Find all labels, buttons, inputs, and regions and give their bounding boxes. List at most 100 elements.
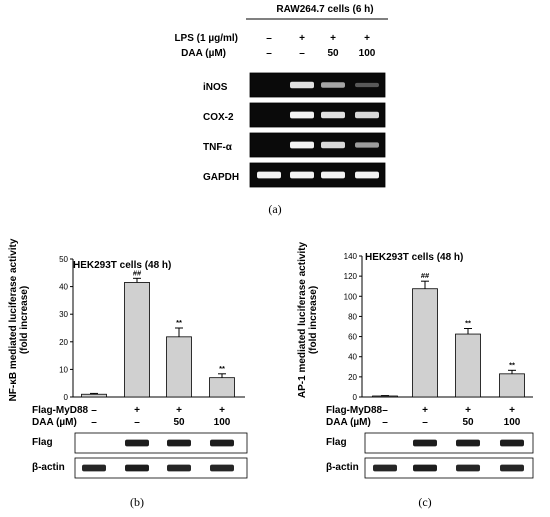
panel-b-flag-1: – — [91, 405, 97, 416]
panel-a-gene-gapdh: GAPDH — [203, 172, 239, 183]
panel-a-lps-4: + — [364, 33, 370, 44]
panel-b-flag-3: + — [176, 405, 182, 416]
panel-c-significance: ** — [465, 319, 471, 328]
panel-a-gel-row-band — [355, 142, 379, 148]
panel-c-y-tick-label: 100 — [344, 292, 358, 301]
panel-b-bar — [124, 282, 150, 398]
panel-b-bar — [166, 336, 192, 398]
panel-c: AP-1 mediated luciferase activity (fold … — [297, 241, 534, 509]
panel-b-daa-4: 100 — [214, 417, 231, 428]
panel-b-flag-2: + — [134, 405, 140, 416]
panel-c-bar — [455, 333, 481, 398]
panel-b-flag-4: + — [219, 405, 225, 416]
panel-b-blot-row-band — [125, 464, 149, 472]
panel-c-blot-row-band — [456, 464, 480, 472]
panel-c-blot-row-band — [500, 464, 524, 472]
panel-c-daa-2: – — [422, 417, 428, 428]
panel-c-daa-label: DAA (µM) — [326, 417, 371, 428]
panel-a-daa-label: DAA (µM) — [181, 48, 226, 59]
panel-c-y-tick-label: 120 — [344, 272, 358, 281]
panel-a-gel-row-band — [321, 171, 345, 179]
panel-a-gel-row-band — [290, 111, 314, 119]
panel-c-blot-row-band — [373, 464, 397, 472]
panel-b-bar — [81, 393, 107, 398]
panel-b-cells-label: HEK293T cells (48 h) — [73, 260, 171, 271]
panel-b-ylabel: NF-κB mediated luciferase activity — [8, 238, 19, 401]
panel-a-gene-tnf: TNF-α — [203, 142, 233, 153]
panel-b-blot-row-band — [125, 439, 149, 447]
panel-c-y-tick-label: 60 — [348, 333, 357, 342]
panel-c-y-tick-label: 20 — [348, 373, 357, 382]
panel-c-daa-1: – — [382, 417, 388, 428]
panel-a-lps-1: – — [266, 33, 272, 44]
panel-c-bar — [499, 373, 525, 398]
panel-b-label: (b) — [130, 495, 144, 509]
panel-c-y-tick-label: 40 — [348, 353, 357, 362]
panel-a-gel-row-band — [290, 171, 314, 179]
panel-b-y-tick-label: 20 — [59, 338, 68, 347]
panel-b-y-tick-label: 50 — [59, 255, 68, 264]
panel-c-blot-row-band — [456, 439, 480, 447]
panel-b-blot-row-band — [210, 464, 234, 472]
panel-c-blot-flag-label: Flag — [326, 437, 347, 448]
panel-a-gel-row-band — [321, 82, 345, 88]
panel-b-y-tick-label: 0 — [64, 393, 69, 402]
panel-b-blot-row-band — [167, 439, 191, 447]
panel-c-bar — [372, 395, 398, 398]
panel-a-lps-label: LPS (1 µg/ml) — [174, 33, 238, 44]
panel-b-chart: 0 10 20 30 40 50 ## ** ** — [59, 255, 245, 402]
panel-c-ylabel-unit: (fold increase) — [308, 286, 319, 354]
panel-c-ylabel: AP-1 mediated luciferase activity — [297, 241, 308, 398]
panel-b-blot-row-frame — [74, 457, 248, 479]
panel-c-daa-4: 100 — [504, 417, 521, 428]
panel-c-blot-row-band — [500, 439, 524, 447]
panel-b-significance: ## — [133, 268, 142, 277]
panel-a-lps-2: + — [299, 33, 305, 44]
panel-b-blot-flag-label: Flag — [32, 437, 53, 448]
panel-c-flag-4: + — [509, 405, 515, 416]
panel-b: NF-κB mediated luciferase activity (fold… — [8, 238, 248, 509]
panel-a-gel-row-band — [290, 141, 314, 149]
panel-c-y-tick-label: 140 — [344, 252, 358, 261]
panel-a-gel-row-band — [321, 111, 345, 119]
panel-a-gel-row-band — [355, 111, 379, 119]
panel-b-blot-row-frame — [74, 432, 248, 454]
panel-b-daa-3: 50 — [173, 417, 185, 428]
panel-c-daa-3: 50 — [462, 417, 474, 428]
panel-b-significance: ** — [176, 318, 182, 327]
panel-c-flag-1: – — [382, 405, 388, 416]
panel-a-header: RAW264.7 cells (6 h) — [276, 4, 373, 15]
panel-c-significance: ** — [509, 360, 515, 369]
panel-a-label: (a) — [268, 202, 281, 216]
panel-a-gel — [249, 72, 386, 188]
panel-c-label: (c) — [418, 495, 431, 509]
panel-a-gel-row-band — [355, 82, 379, 88]
panel-a-daa-2: – — [299, 48, 305, 59]
panel-b-y-tick-label: 10 — [59, 365, 68, 374]
panel-a-daa-1: – — [266, 48, 272, 59]
panel-c-blot-row-frame — [364, 457, 534, 479]
panel-b-significance: ** — [219, 364, 225, 373]
panel-b-bar — [209, 377, 235, 398]
panel-b-flag-label: Flag-MyD88 — [32, 405, 89, 416]
panel-c-cells-label: HEK293T cells (48 h) — [365, 252, 463, 263]
panel-b-y-tick-label: 30 — [59, 310, 68, 319]
panel-c-blot-actin-label: β-actin — [326, 462, 359, 473]
panel-c-blot-row-band — [413, 464, 437, 472]
panel-c-y-tick-label: 0 — [353, 393, 358, 402]
panel-c-blot-row-band — [413, 439, 437, 447]
panel-a-gel-row-band — [257, 171, 281, 179]
panel-a-daa-3: 50 — [327, 48, 339, 59]
panel-a-gel-row-band — [321, 141, 345, 149]
panel-a-gene-inos: iNOS — [203, 82, 228, 93]
panel-b-blot-row-band — [167, 464, 191, 472]
panel-a-gene-cox2: COX-2 — [203, 112, 234, 123]
panel-a-gel-row-band — [355, 171, 379, 179]
panel-a-lps-3: + — [330, 33, 336, 44]
panel-b-daa-label: DAA (µM) — [32, 417, 77, 428]
panel-b-daa-2: – — [134, 417, 140, 428]
panel-b-blot-row-band — [82, 464, 106, 472]
panel-a: RAW264.7 cells (6 h) LPS (1 µg/ml) DAA (… — [174, 4, 388, 216]
panel-a-daa-4: 100 — [359, 48, 376, 59]
